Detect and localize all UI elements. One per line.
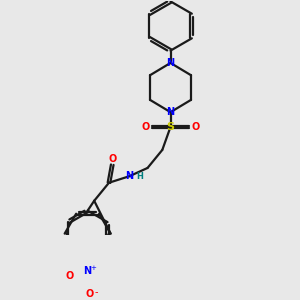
Text: N: N — [167, 58, 175, 68]
Text: S: S — [167, 122, 175, 132]
Text: +: + — [90, 265, 96, 271]
Text: O: O — [191, 122, 199, 132]
Text: H: H — [137, 172, 144, 181]
Text: O: O — [85, 289, 93, 299]
Text: O: O — [108, 154, 116, 164]
Text: N: N — [167, 107, 175, 117]
Text: O: O — [65, 271, 74, 281]
Text: N: N — [84, 266, 92, 276]
Text: O: O — [142, 122, 150, 132]
Text: N: N — [125, 171, 134, 181]
Text: -: - — [94, 287, 98, 297]
